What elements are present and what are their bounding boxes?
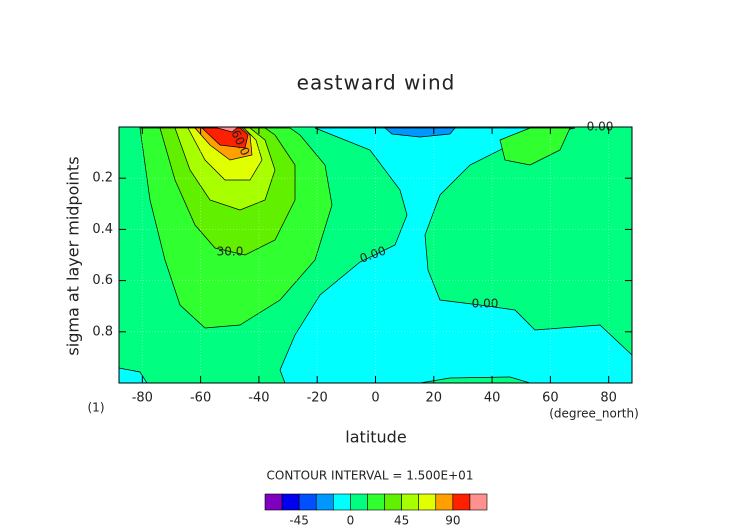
x-tick-label: 60	[542, 391, 559, 406]
x-tick-label: 40	[484, 391, 501, 406]
colorbar-segment	[435, 493, 454, 511]
colorbar-segment	[384, 493, 402, 511]
colorbar-segment	[350, 493, 368, 511]
x-tick-label: 80	[600, 391, 617, 406]
contour-interval: CONTOUR INTERVAL = 1.500E+01	[267, 469, 474, 483]
contour-region	[279, 127, 633, 384]
x-tick-label: 20	[426, 391, 443, 406]
x-tick-label: -80	[132, 391, 153, 406]
y-axis-label: sigma at layer midpoints	[64, 156, 83, 355]
x-tick-label: -40	[248, 391, 269, 406]
colorbar-segment	[298, 493, 317, 511]
colorbar-segment	[264, 493, 283, 511]
y-tick-label: 0.2	[92, 171, 113, 186]
x-tick-label: -20	[307, 391, 328, 406]
y-tick-label: 0.8	[92, 324, 113, 339]
colorbar-segment	[367, 493, 385, 511]
colorbar-label: 45	[394, 514, 409, 528]
colorbar-segment	[469, 493, 488, 511]
colorbar-label: 90	[445, 514, 460, 528]
colorbar-segment	[281, 493, 300, 511]
colorbar-label: -45	[289, 514, 309, 528]
contour-label: 0.00	[472, 297, 499, 311]
x-tick-label: -60	[190, 391, 211, 406]
x-units: (degree_north)	[549, 407, 639, 421]
colorbar-label: 0	[347, 514, 355, 528]
chart-title: eastward wind	[297, 71, 456, 95]
colorbar-segment	[418, 493, 437, 511]
x-axis-label: latitude	[345, 428, 406, 447]
contour-label: 30.0	[217, 245, 244, 259]
y-tick-label: 0.6	[92, 273, 113, 288]
colorbar-segment	[333, 493, 351, 511]
x-tick-label: 0	[371, 391, 379, 406]
contour-region	[499, 127, 571, 166]
colorbar-segment	[452, 493, 471, 511]
colorbar-segment	[315, 493, 334, 511]
colorbar-segment	[401, 493, 419, 511]
y-units: (1)	[88, 401, 105, 415]
contour-region	[384, 127, 456, 138]
y-tick-label: 0.4	[92, 222, 113, 237]
